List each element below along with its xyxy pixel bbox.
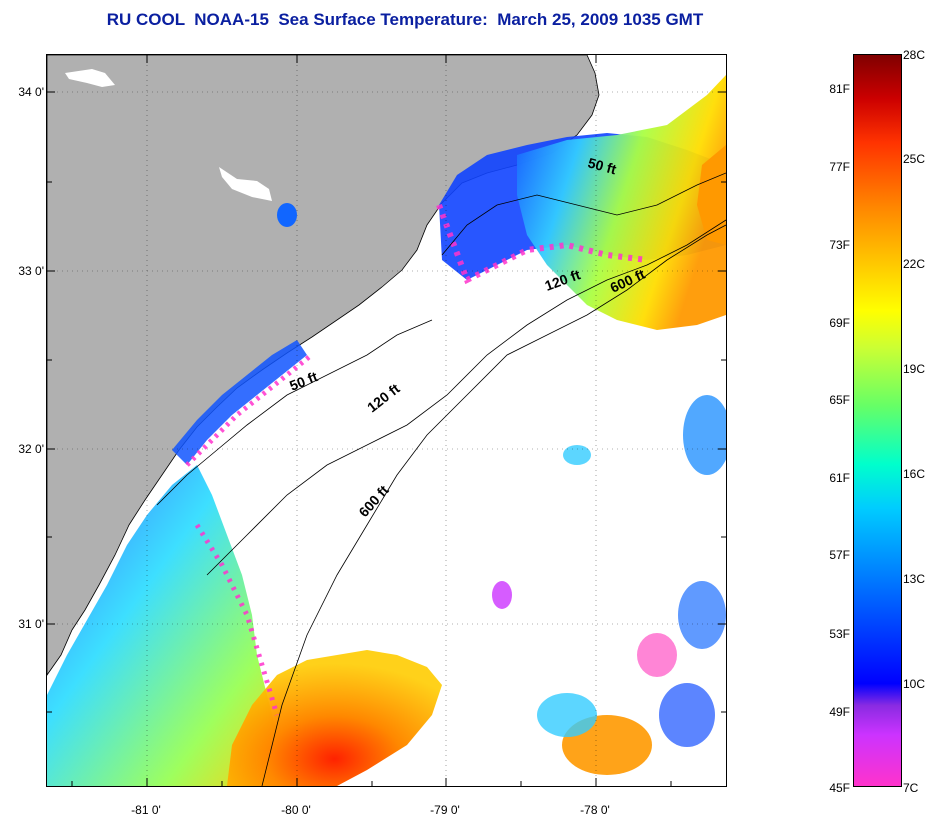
cb-f-65: 65F bbox=[829, 393, 850, 407]
cb-c-28: 28C bbox=[903, 48, 926, 62]
temperature-colorbar bbox=[853, 54, 902, 787]
cb-c-25: 25C bbox=[903, 152, 926, 166]
cb-c-7: 7C bbox=[903, 781, 919, 795]
lon-label-78: -78 0' bbox=[580, 803, 610, 817]
map-title: RU COOL NOAA-15 Sea Surface Temperature:… bbox=[106, 10, 704, 29]
sst-coast-south bbox=[47, 465, 282, 786]
cb-f-73: 73F bbox=[829, 238, 850, 252]
sst-patch-east-1 bbox=[683, 395, 726, 475]
contour-label-120ft-middle: 120 ft bbox=[364, 380, 403, 415]
lon-label-79: -79 0' bbox=[430, 803, 460, 817]
sst-magenta-edge-south bbox=[194, 523, 280, 716]
cb-f-57: 57F bbox=[829, 548, 850, 562]
cb-c-19: 19C bbox=[903, 362, 926, 376]
cb-f-81: 81F bbox=[829, 82, 850, 96]
lat-label-33: 33 0' bbox=[18, 264, 44, 278]
sst-patch-se-2 bbox=[537, 693, 597, 737]
contour-label-50ft-north: 50 ft bbox=[586, 154, 618, 177]
contour-label-50ft-middle: 50 ft bbox=[287, 368, 320, 394]
sst-patch-mid-3 bbox=[563, 445, 591, 465]
cb-c-13: 13C bbox=[903, 572, 926, 586]
sst-patch-east-2 bbox=[678, 581, 726, 649]
lat-label-34: 34 0' bbox=[18, 85, 44, 99]
cb-f-69: 69F bbox=[829, 316, 850, 330]
tick-marks bbox=[47, 55, 726, 786]
sst-warm-south bbox=[227, 650, 442, 786]
contour-600ft bbox=[261, 224, 726, 786]
lat-label-32: 32 0' bbox=[18, 442, 44, 456]
land-nodata-1 bbox=[65, 69, 115, 87]
sst-patch-mid-1 bbox=[637, 633, 677, 677]
lat-label-31: 31 0' bbox=[18, 617, 44, 631]
contour-50ft bbox=[156, 172, 726, 506]
lon-label-81: -81 0' bbox=[131, 803, 161, 817]
cb-f-61: 61F bbox=[829, 471, 850, 485]
lon-label-80: -80 0' bbox=[281, 803, 311, 817]
graticule bbox=[47, 55, 726, 786]
land-nodata-2 bbox=[219, 167, 272, 201]
sst-magenta-edge-north bbox=[436, 203, 648, 285]
sst-cold-middle bbox=[172, 340, 307, 465]
sst-mixed-northeast bbox=[517, 75, 726, 330]
sst-map: 50 ft 120 ft 600 ft 50 ft 120 ft 600 ft bbox=[46, 54, 727, 787]
cb-f-53: 53F bbox=[829, 627, 850, 641]
cb-c-16: 16C bbox=[903, 467, 926, 481]
sst-warm-northeast bbox=[697, 145, 726, 245]
land-cold-spot bbox=[277, 203, 297, 227]
cb-f-77: 77F bbox=[829, 160, 850, 174]
cb-f-49: 49F bbox=[829, 705, 850, 719]
sst-patch-se-3 bbox=[659, 683, 715, 747]
cb-c-22: 22C bbox=[903, 257, 926, 271]
cb-f-45: 45F bbox=[829, 781, 850, 795]
contour-120ft bbox=[206, 219, 726, 576]
cb-c-10: 10C bbox=[903, 677, 926, 691]
sst-patch-mid-2 bbox=[492, 581, 512, 609]
